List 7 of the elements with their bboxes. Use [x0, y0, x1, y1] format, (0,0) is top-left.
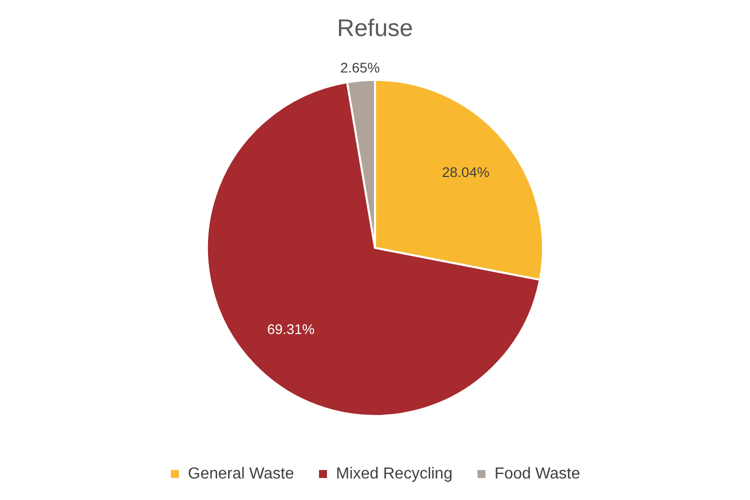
- data-label: 28.04%: [442, 164, 490, 180]
- legend-label: Mixed Recycling: [336, 465, 452, 482]
- chart-title: Refuse: [336, 15, 414, 42]
- data-label: 2.65%: [340, 59, 380, 76]
- data-label: 69.31%: [267, 320, 315, 337]
- legend-label: Food Waste: [494, 465, 580, 482]
- legend-label: General Waste: [188, 465, 294, 482]
